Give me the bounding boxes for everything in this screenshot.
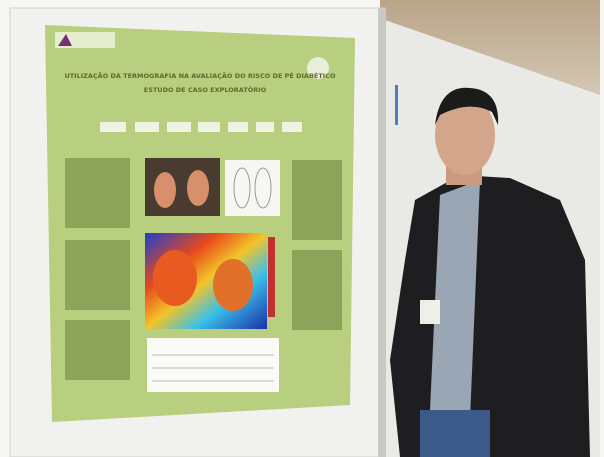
poster-emblem [307,57,329,79]
table-lines [152,354,274,382]
board-post [378,8,386,457]
name-badge [420,300,440,324]
thermal-hotspot [153,250,197,306]
thermal-hotspot [213,259,253,311]
logo-mark [58,34,72,46]
board-clip [395,85,398,125]
man-face [435,95,495,175]
poster-title: UTILIZAÇÃO DA TERMOGRAFIA NA AVALIAÇÃO D… [64,71,336,80]
text-columns [65,158,342,380]
foot [187,170,209,206]
man-shirt [430,180,480,420]
feet-diagram [225,160,280,216]
results-table [147,338,279,392]
foot [154,172,176,208]
man-hair [435,87,499,125]
thermal-scale [268,237,275,317]
man-jeans [420,410,490,457]
sponsor-logos [100,122,302,132]
foot-outline [233,167,251,209]
poster-title: ESTUDO DE CASO EXPLORATÓRIO [144,85,267,94]
foot-outline [254,167,272,209]
